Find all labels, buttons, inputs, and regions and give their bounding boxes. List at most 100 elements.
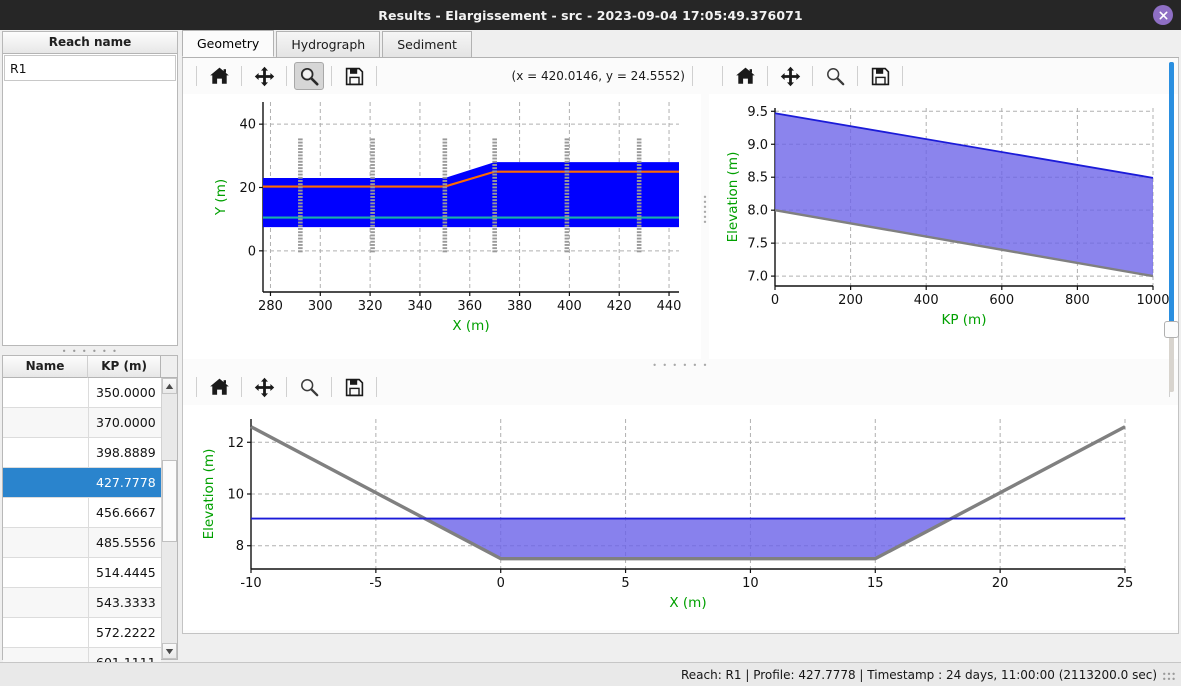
toolbar-divider [767, 66, 768, 86]
floppy-glyph [345, 378, 363, 396]
cell-name [3, 558, 89, 587]
table-row[interactable]: 427.7778 [3, 468, 161, 498]
zoom-icon[interactable] [294, 373, 324, 401]
toolbar-divider [376, 66, 377, 86]
cell-name [3, 498, 89, 527]
svg-text:Y (m): Y (m) [213, 179, 229, 216]
cross-section-plot[interactable]: -10 -5 0 5 10 15 20 25 8 10 12 X (m) Elevation (m) [183, 405, 1178, 630]
kp-header-name[interactable]: Name [3, 356, 89, 378]
floppy-glyph [345, 67, 363, 85]
move-icon[interactable] [775, 62, 805, 90]
tab-hydrograph[interactable]: Hydrograph [276, 31, 381, 57]
svg-text:7.0: 7.0 [747, 270, 768, 285]
reach-table[interactable]: Reach name R1 [2, 31, 178, 346]
cross-section-svg: -10 -5 0 5 10 15 20 25 8 10 12 X (m) Elevation (m) [201, 419, 1133, 611]
horizontal-splitter[interactable]: • • • • • • [183, 361, 1178, 369]
svg-text:380: 380 [507, 299, 532, 314]
svg-text:8.5: 8.5 [747, 171, 768, 186]
tab-bar: Geometry Hydrograph Sediment [182, 30, 1179, 58]
move-icon[interactable] [249, 62, 279, 90]
kp-scroll-thumb[interactable] [162, 460, 177, 542]
home-icon[interactable] [730, 62, 760, 90]
vslider-fill [1169, 62, 1174, 330]
cell-kp: 350.0000 [96, 385, 156, 400]
scroll-down-icon[interactable] [162, 643, 177, 659]
zoom-icon[interactable] [820, 62, 850, 90]
floppy-glyph [871, 67, 889, 85]
zoom-icon[interactable] [294, 62, 324, 90]
home-icon[interactable] [204, 373, 234, 401]
move-glyph [254, 66, 274, 86]
home-icon[interactable] [204, 62, 234, 90]
vslider-thumb[interactable] [1164, 321, 1179, 339]
svg-text:8: 8 [236, 539, 244, 554]
top-plot-row: (x = 420.0146, y = 24.5552) 280 300 320 340… [183, 58, 1178, 361]
svg-text:20: 20 [239, 181, 256, 196]
table-row[interactable]: 370.0000 [3, 408, 161, 438]
svg-text:8.0: 8.0 [747, 204, 768, 219]
kp-table-scrollbar[interactable] [161, 378, 177, 659]
svg-text:X (m): X (m) [452, 318, 489, 334]
svg-text:10: 10 [742, 576, 759, 591]
save-icon[interactable] [339, 373, 369, 401]
svg-text:440: 440 [657, 299, 682, 314]
triangle-up-glyph [165, 383, 174, 389]
close-icon[interactable] [1153, 5, 1173, 25]
svg-text:KP (m): KP (m) [942, 312, 987, 328]
plan-view-plot[interactable]: 280 300 320 340 360 380 400 420 440 0 20 40 X (m) Y (… [183, 94, 701, 359]
svg-text:-5: -5 [369, 576, 382, 591]
table-row[interactable]: 572.2222 [3, 618, 161, 648]
cell-kp: 370.0000 [96, 415, 156, 430]
cell-name [3, 528, 89, 557]
table-row[interactable]: 514.4445 [3, 558, 161, 588]
toolbar-divider [196, 66, 197, 86]
svg-text:800: 800 [1065, 293, 1090, 308]
tab-geometry[interactable]: Geometry [182, 30, 275, 57]
top-panels-vertical-splitter[interactable]: • • • • • • [701, 58, 709, 361]
kp-header-kp[interactable]: KP (m) [88, 356, 162, 378]
left-panel-splitter[interactable]: • • • • • • [2, 347, 178, 355]
splitter-grip: • • • • • • [652, 360, 709, 370]
toolbar-divider [331, 377, 332, 397]
magnifier-glyph [300, 67, 319, 86]
table-row[interactable]: 543.3333 [3, 588, 161, 618]
tab-sediment[interactable]: Sediment [382, 31, 472, 57]
profile-vertical-slider[interactable] [1163, 62, 1179, 392]
resize-grip-icon[interactable]: ••• ••• [1161, 670, 1176, 684]
move-icon[interactable] [249, 373, 279, 401]
plan-view-panel: (x = 420.0146, y = 24.5552) 280 300 320 340… [183, 58, 701, 361]
svg-text:-10: -10 [240, 576, 261, 591]
svg-text:600: 600 [989, 293, 1014, 308]
svg-text:200: 200 [838, 293, 863, 308]
cell-name [3, 588, 89, 617]
svg-text:10: 10 [227, 488, 244, 503]
longitudinal-profile-plot[interactable]: 0 200 400 600 800 1000 7.0 7.5 8.0 8.5 9.0 9.5 KP (m… [709, 94, 1178, 359]
toolbar-divider [241, 66, 242, 86]
svg-text:400: 400 [557, 299, 582, 314]
save-icon[interactable] [865, 62, 895, 90]
svg-text:0: 0 [497, 576, 505, 591]
svg-text:340: 340 [408, 299, 433, 314]
toolbar-divider [902, 66, 903, 86]
table-row[interactable]: 350.0000 [3, 378, 161, 408]
triangle-down-glyph [165, 648, 174, 654]
scroll-up-icon[interactable] [162, 378, 177, 394]
window-titlebar: Results - Elargissement - src - 2023-09-… [0, 0, 1181, 30]
table-row[interactable]: 456.6667 [3, 498, 161, 528]
cell-name [3, 468, 89, 497]
svg-text:5: 5 [621, 576, 629, 591]
reach-row-r1[interactable]: R1 [4, 55, 176, 81]
close-glyph [1159, 11, 1167, 19]
profile-kp-table[interactable]: Name KP (m) 350.0000 370.0000 398.8889 427.… [2, 355, 178, 678]
save-icon[interactable] [339, 62, 369, 90]
longitudinal-toolbar [709, 58, 1178, 94]
move-glyph [780, 66, 800, 86]
kp-scroll-track[interactable] [162, 394, 177, 643]
table-row[interactable]: 398.8889 [3, 438, 161, 468]
cross-section-toolbar [183, 369, 1178, 405]
kp-header-corner [161, 356, 177, 378]
geometry-tab-content: (x = 420.0146, y = 24.5552) 280 300 320 340… [182, 58, 1181, 686]
svg-text:300: 300 [308, 299, 333, 314]
table-row[interactable]: 485.5556 [3, 528, 161, 558]
plan-coordinate-readout: (x = 420.0146, y = 24.5552) [511, 69, 685, 83]
